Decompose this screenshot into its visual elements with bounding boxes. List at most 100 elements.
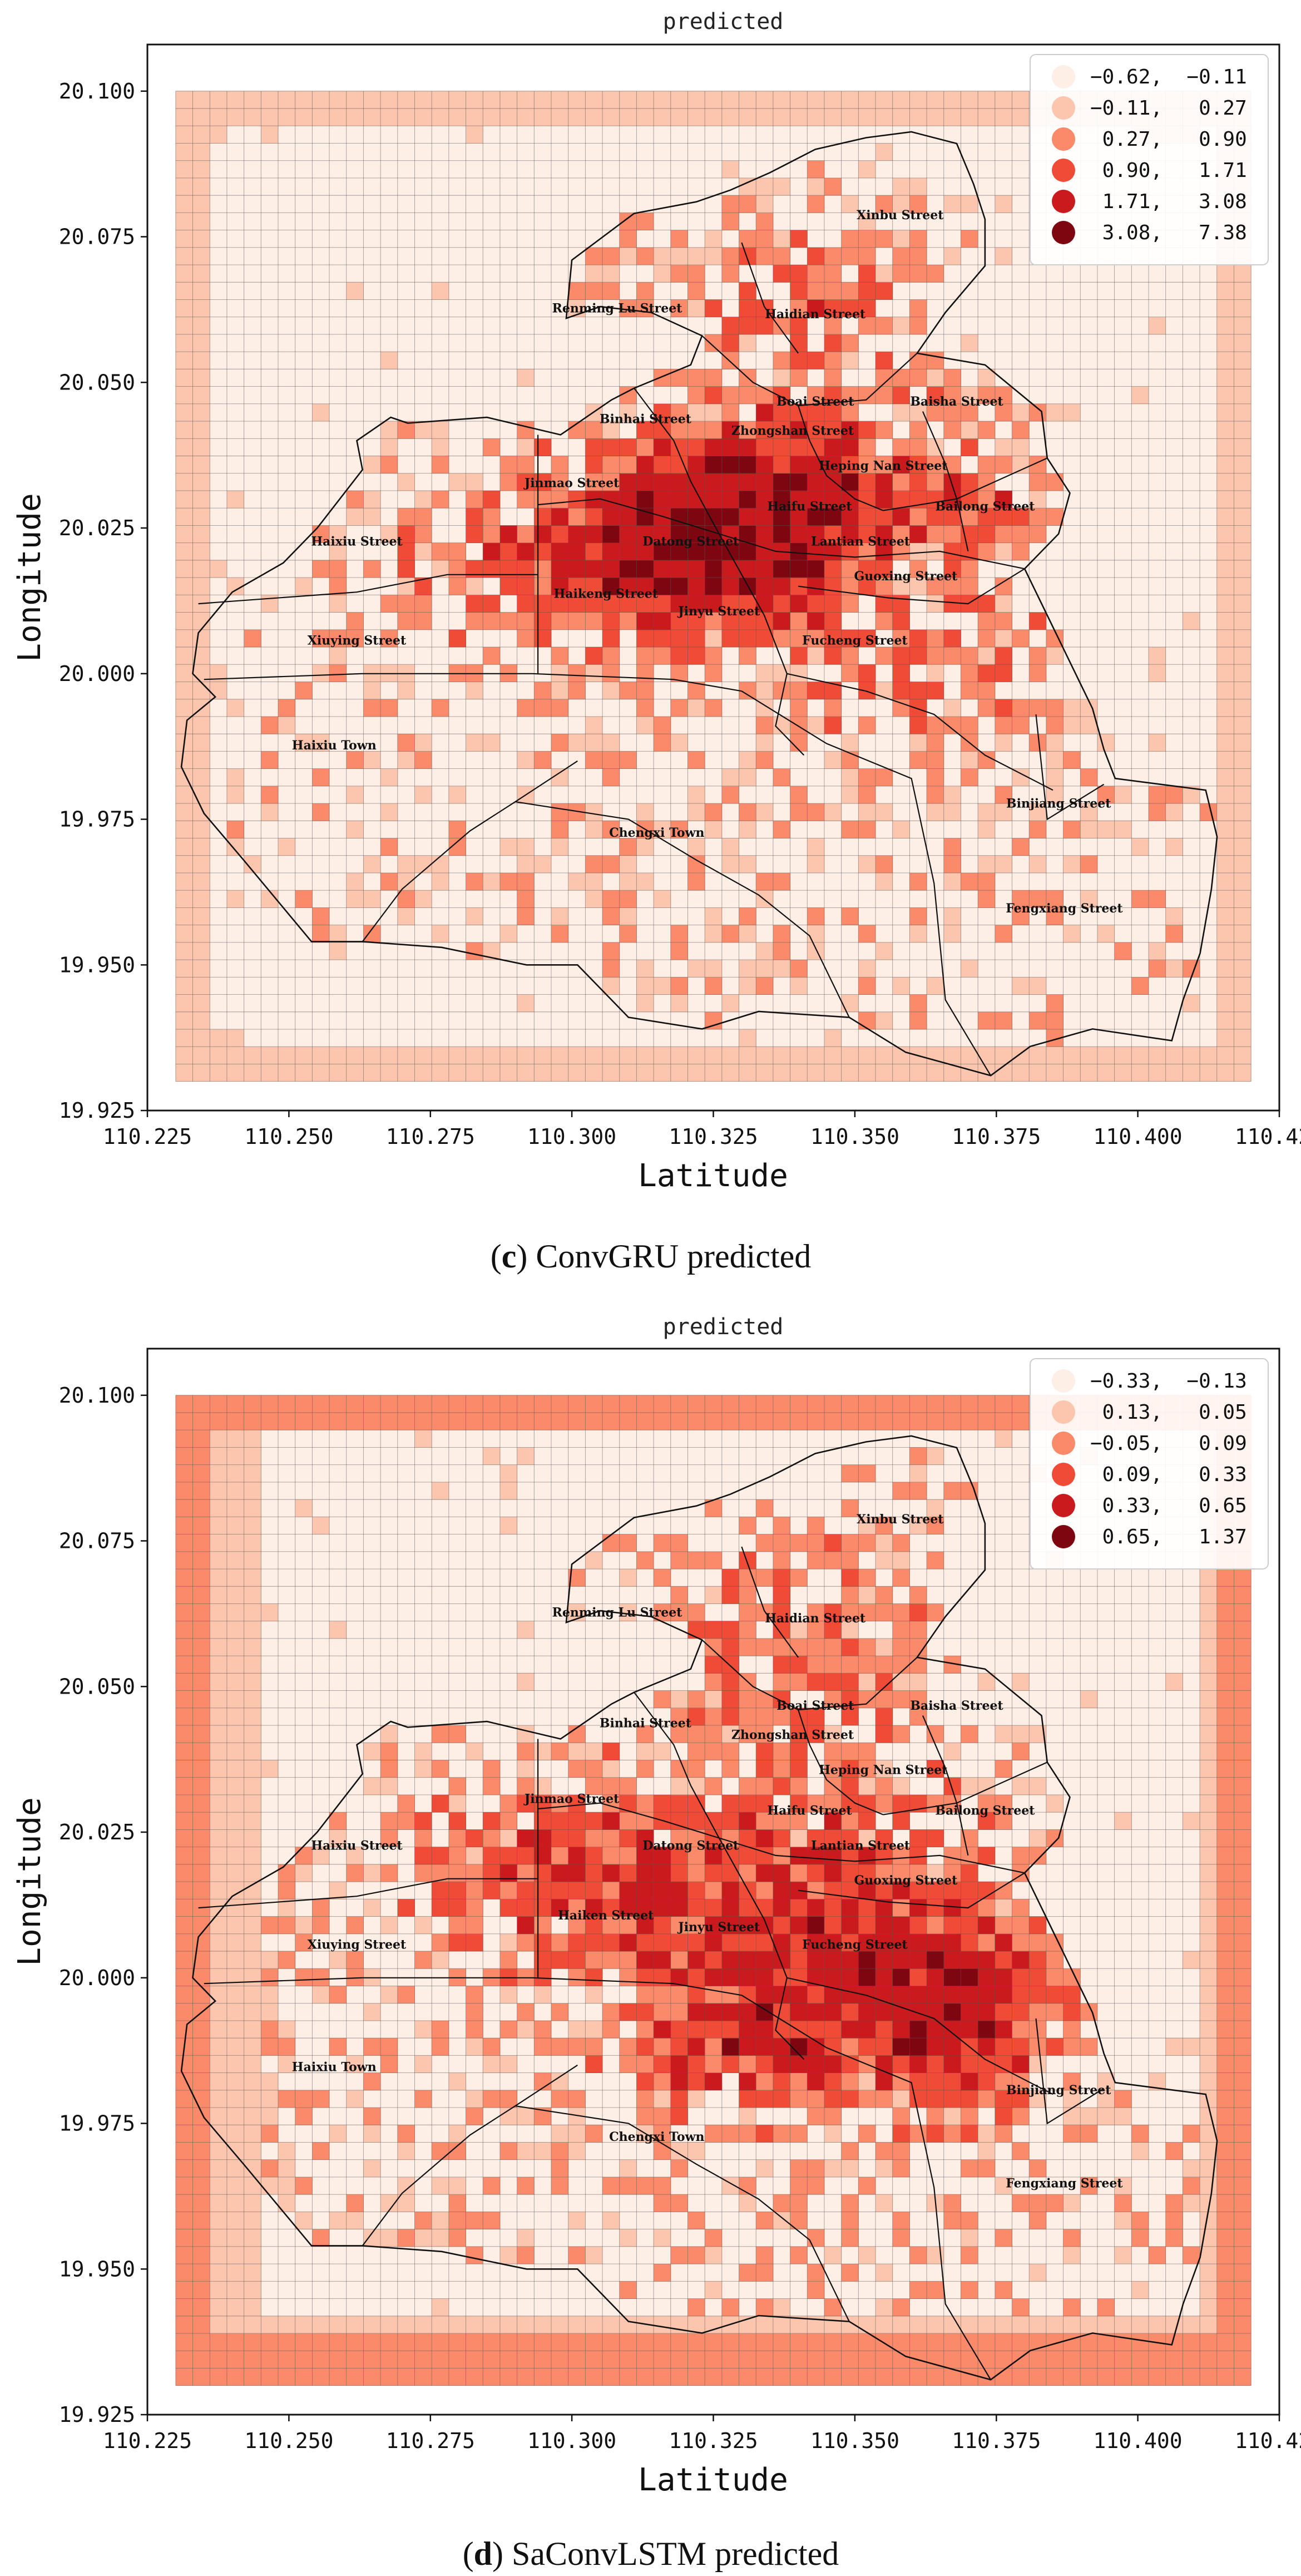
heatmap-cell: [892, 542, 910, 561]
heatmap-cell: [295, 682, 313, 700]
heatmap-cell: [670, 1603, 688, 1622]
heatmap-cell: [1234, 838, 1251, 856]
heatmap-cell: [210, 1760, 227, 1778]
heatmap-cell: [978, 421, 996, 439]
heatmap-cell: [807, 560, 825, 578]
heatmap-cell: [1200, 2298, 1218, 2317]
heatmap-cell: [192, 334, 210, 352]
heatmap-cell: [226, 1621, 245, 1639]
heatmap-cell: [995, 2229, 1012, 2247]
heatmap-cell: [961, 2072, 978, 2091]
heatmap-cell: [585, 1882, 603, 1899]
heatmap-cell: [244, 1690, 261, 1709]
heatmap-cell: [619, 1777, 637, 1795]
heatmap-cell: [721, 578, 739, 595]
heatmap-cell: [210, 1430, 227, 1448]
heatmap-cell: [961, 195, 978, 213]
heatmap-cell: [1200, 2108, 1218, 2125]
heatmap-cell: [961, 960, 978, 978]
heatmap-cell: [329, 1882, 347, 1899]
street-label: Heping Nan Street: [819, 1763, 948, 1777]
heatmap-cell: [466, 2246, 483, 2264]
heatmap-cell: [1216, 1812, 1234, 1830]
heatmap-cell: [1149, 960, 1166, 978]
heatmap-cell: [978, 612, 996, 630]
heatmap-cell: [517, 1412, 535, 1430]
heatmap-cell: [756, 2038, 774, 2056]
heatmap-cell: [705, 2038, 723, 2056]
heatmap-cell: [773, 1603, 790, 1622]
heatmap-cell: [978, 664, 996, 682]
heatmap-cell: [1216, 803, 1234, 821]
heatmap-cell: [619, 91, 637, 109]
heatmap-cell: [875, 1412, 893, 1430]
y-tick-label: 19.925: [59, 2402, 135, 2427]
heatmap-cell: [1012, 542, 1030, 561]
heatmap-cell: [892, 386, 910, 404]
heatmap-cell: [397, 578, 415, 595]
heatmap-cell: [739, 230, 756, 248]
heatmap-cell: [892, 1621, 910, 1639]
heatmap-cell: [790, 682, 808, 700]
heatmap-cell: [602, 1916, 620, 1935]
heatmap-cell: [841, 629, 859, 648]
heatmap-cell: [909, 1064, 927, 1082]
heatmap-cell: [705, 1638, 723, 1656]
heatmap-cell: [432, 2020, 449, 2039]
heatmap-cell: [824, 177, 842, 196]
heatmap-cell: [909, 647, 927, 665]
heatmap-cell: [1114, 2108, 1132, 2125]
heatmap-cell: [210, 2264, 227, 2282]
heatmap-cell: [175, 1986, 193, 2004]
heatmap-cell: [739, 456, 756, 474]
heatmap-cell: [773, 2055, 790, 2073]
heatmap-cell: [346, 821, 364, 838]
heatmap-cell: [978, 890, 996, 908]
heatmap-cell: [329, 2125, 347, 2143]
heatmap-cell: [807, 2003, 825, 2021]
heatmap-cell: [705, 977, 723, 995]
heatmap-cell: [226, 699, 245, 717]
heatmap-cell: [773, 578, 790, 595]
heatmap-cell: [397, 1986, 415, 2004]
heatmap-cell: [824, 803, 842, 821]
heatmap-cell: [192, 925, 210, 943]
heatmap-cell: [892, 612, 910, 630]
heatmap-cell: [380, 1725, 398, 1743]
y-tick-label: 20.025: [59, 516, 135, 540]
heatmap-cell: [756, 473, 774, 491]
heatmap-cell: [414, 1064, 432, 1082]
heatmap-cell: [636, 473, 654, 491]
heatmap-cell: [397, 1395, 415, 1413]
heatmap-cell: [192, 1743, 210, 1760]
heatmap-cell: [687, 1743, 705, 1760]
heatmap-cell: [943, 2055, 961, 2073]
heatmap-cell: [278, 2055, 296, 2073]
heatmap-cell: [175, 1708, 193, 1726]
heatmap-cell: [1183, 1064, 1200, 1082]
heatmap-cell: [329, 629, 347, 648]
heatmap-cell: [192, 629, 210, 648]
heatmap-cell: [1216, 560, 1234, 578]
heatmap-cell: [773, 473, 790, 491]
heatmap-cell: [1046, 751, 1063, 769]
heatmap-cell: [585, 1829, 603, 1848]
heatmap-cell: [978, 2055, 996, 2073]
heatmap-cell: [1046, 1064, 1063, 1082]
heatmap-cell: [739, 1951, 756, 1969]
heatmap-cell: [448, 1725, 466, 1743]
heatmap-cell: [943, 542, 961, 561]
heatmap-cell: [585, 595, 603, 613]
heatmap-cell: [1165, 786, 1183, 804]
heatmap-cell: [517, 2351, 535, 2368]
heatmap-cell: [448, 786, 466, 804]
heatmap-cell: [363, 1864, 381, 1882]
heatmap-cell: [739, 629, 756, 648]
heatmap-cell: [1200, 1933, 1218, 1952]
heatmap-cell: [226, 1029, 245, 1047]
heatmap-cell: [875, 1777, 893, 1795]
heatmap-cell: [807, 299, 825, 318]
heatmap-cell: [687, 1899, 705, 1917]
heatmap-cell: [244, 2351, 261, 2368]
heatmap-cell: [210, 1586, 227, 1604]
